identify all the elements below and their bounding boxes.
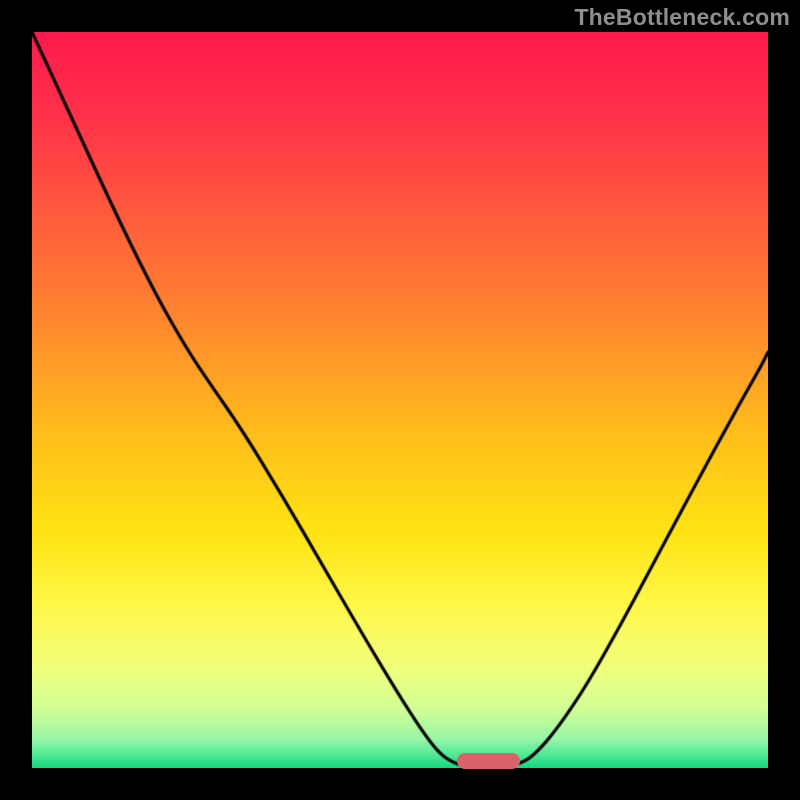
watermark-text: TheBottleneck.com — [574, 4, 790, 31]
bottleneck-curve — [32, 32, 768, 768]
chart-stage: TheBottleneck.com — [0, 0, 800, 800]
optimal-range-marker — [457, 753, 520, 769]
